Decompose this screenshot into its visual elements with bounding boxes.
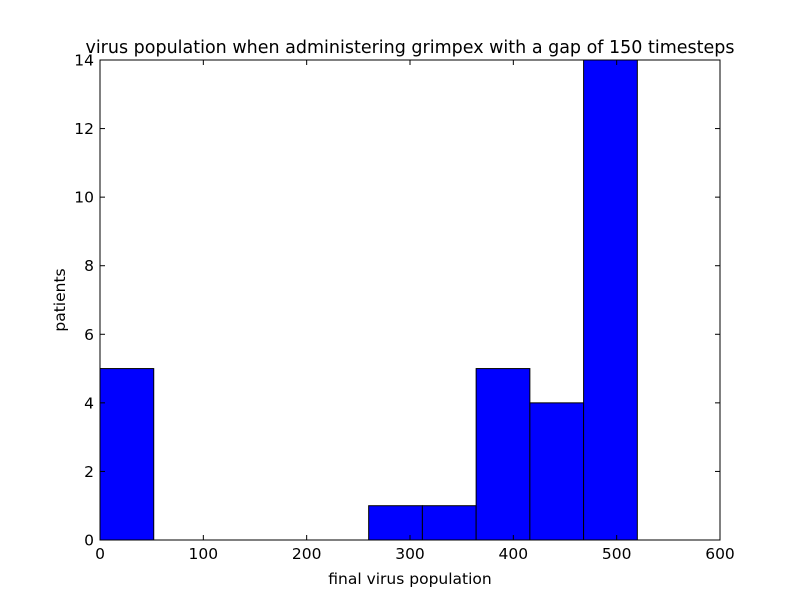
y-tick-label: 2 xyxy=(84,463,94,481)
histogram-bar-0 xyxy=(99,368,155,541)
y-tick-label: 0 xyxy=(84,532,94,550)
x-tick-label: 100 xyxy=(189,545,219,563)
histogram-bar-7 xyxy=(475,368,531,541)
x-axis-label: final virus population xyxy=(328,570,491,588)
ticks-layer: 0 100 200 300 400 500 600 0 2 4 6 8 10 12 14 xyxy=(74,52,735,564)
x-tick-label: 200 xyxy=(292,545,322,563)
chart-title: virus population when administering grim… xyxy=(85,38,734,58)
histogram-bar-5 xyxy=(368,505,423,541)
y-tick-label: 12 xyxy=(74,120,94,138)
histogram-bar-9 xyxy=(583,59,638,541)
y-tick-label: 10 xyxy=(74,189,94,207)
y-tick-label: 6 xyxy=(84,326,94,344)
y-tick-label: 14 xyxy=(74,52,94,70)
y-tick-label: 4 xyxy=(84,394,94,412)
x-tick-label: 400 xyxy=(499,545,529,563)
y-tick-label: 8 xyxy=(84,257,94,275)
x-tick-label: 500 xyxy=(602,545,632,563)
bars-layer xyxy=(99,59,638,541)
x-tick-label: 0 xyxy=(95,545,105,563)
y-axis-label: patients xyxy=(51,268,69,331)
x-tick-label: 600 xyxy=(705,545,735,563)
x-tick-label: 300 xyxy=(395,545,425,563)
histogram-bar-8 xyxy=(529,402,585,541)
histogram-bar-6 xyxy=(421,505,477,541)
